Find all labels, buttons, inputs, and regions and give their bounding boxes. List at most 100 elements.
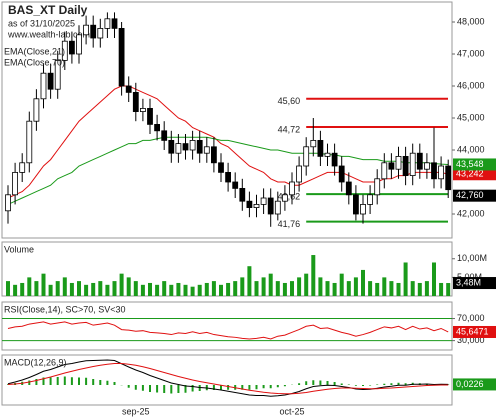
volume-bar	[325, 281, 330, 296]
value-box-label: 0,0226	[456, 379, 484, 389]
histogram-bar	[383, 383, 386, 385]
histogram-bar	[85, 377, 88, 385]
candle-body	[338, 165, 345, 183]
histogram-bar	[262, 385, 265, 389]
candle-body	[139, 108, 146, 113]
candle-body	[26, 120, 33, 164]
candle-body	[331, 152, 338, 167]
candle-body	[352, 194, 359, 215]
histogram-bar	[177, 385, 180, 393]
y-tick-label: 42,000	[457, 208, 485, 218]
y-tick-label: 30,000	[457, 335, 485, 345]
x-tick-label: sep-25	[122, 406, 150, 416]
histogram-bar	[390, 383, 393, 385]
volume-bar	[6, 281, 10, 296]
y-tick-label: 44,000	[457, 144, 485, 154]
histogram-bar	[369, 385, 372, 386]
y-tick-label: 45,000	[457, 112, 485, 122]
candle-body	[203, 146, 210, 154]
y-tick-label: 10,00M	[457, 253, 487, 263]
volume-bar	[432, 262, 436, 296]
volume-bar	[140, 284, 145, 296]
volume-bar	[247, 266, 252, 296]
candle-body	[345, 181, 352, 196]
candle-body	[161, 130, 168, 141]
candle-body	[54, 60, 61, 90]
volume-bar	[424, 281, 429, 296]
histogram-bar	[7, 384, 9, 385]
candle-body	[104, 18, 111, 29]
y-tick-label: 5,00M	[457, 272, 482, 282]
candle-body	[47, 72, 54, 90]
candle-body	[296, 165, 303, 183]
histogram-bar	[149, 385, 151, 392]
volume-bar	[34, 281, 39, 296]
volume-bar	[261, 277, 266, 296]
histogram-bar	[220, 385, 222, 390]
candle-body	[175, 143, 182, 154]
histogram-bar	[184, 385, 187, 393]
volume-bar	[410, 281, 415, 296]
value-box-label: 43,242	[456, 169, 484, 179]
candle-body	[189, 139, 196, 151]
histogram-bar	[127, 385, 130, 388]
value-box	[453, 277, 496, 290]
volume-bar	[190, 286, 195, 296]
level-label: 45,60	[278, 96, 301, 106]
candle-body	[125, 85, 132, 93]
legend-label: EMA(Close,21)	[4, 46, 65, 56]
candle-body	[416, 152, 423, 170]
volume-bar	[84, 284, 89, 296]
volume-bar	[297, 277, 302, 296]
histogram-bar	[106, 380, 109, 385]
candle-body	[239, 187, 246, 202]
volume-bar	[62, 277, 67, 296]
volume-bar	[346, 281, 351, 296]
candle-body	[19, 162, 26, 173]
candle-body	[90, 24, 97, 39]
volume-bar	[176, 282, 181, 296]
histogram-bar	[170, 385, 173, 394]
volume-bar	[126, 277, 131, 296]
histogram-bar	[283, 385, 286, 387]
candle-body	[83, 24, 89, 36]
volume-bar	[304, 273, 309, 296]
candle-body	[395, 155, 402, 170]
histogram-bar	[28, 380, 31, 385]
volume-bar	[382, 277, 387, 296]
volume-bar	[211, 281, 216, 296]
value-box	[453, 378, 496, 391]
histogram-bar	[70, 377, 73, 385]
histogram-bar	[248, 385, 251, 390]
candle-body	[147, 108, 153, 125]
volume-bar	[48, 284, 53, 296]
histogram-bar	[319, 380, 322, 385]
value-box	[453, 158, 496, 171]
macd-line	[7, 363, 449, 395]
value-box	[453, 189, 496, 202]
candle-body	[218, 162, 224, 173]
candle-body	[260, 197, 267, 205]
value-box-label: 45,6471	[456, 326, 489, 336]
panel-frame	[1, 354, 453, 406]
histogram-bar	[134, 385, 137, 390]
histogram-bar	[269, 385, 272, 389]
volume-bar	[311, 255, 316, 296]
value-box-label: 43,548	[456, 159, 484, 169]
volume-bar	[353, 277, 358, 296]
histogram-bar	[35, 379, 38, 385]
panel-title: Volume	[4, 244, 34, 254]
candle-body	[225, 171, 232, 183]
y-tick-label: 70,000	[457, 313, 485, 323]
candle-body	[118, 27, 125, 87]
volume-bar	[361, 269, 365, 296]
subtitle: as of 31/10/2025	[8, 18, 75, 28]
candle-body	[61, 40, 68, 61]
volume-bar	[105, 284, 110, 296]
x-tick-label: oct-25	[279, 406, 304, 416]
candle-body	[281, 194, 288, 202]
volume-bar	[318, 277, 323, 296]
candle-body	[5, 194, 11, 212]
